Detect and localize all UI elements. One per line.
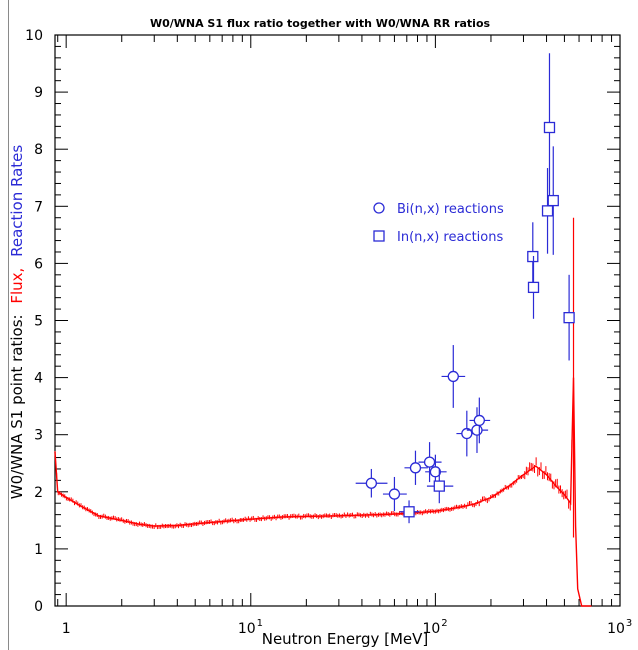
page-edge-line bbox=[8, 0, 9, 650]
y-axis-label-rates: Reaction Rates bbox=[8, 145, 26, 257]
in-reaction-point bbox=[547, 194, 559, 207]
y-tick-label: 4 bbox=[34, 371, 43, 387]
flux-ratio-series bbox=[54, 217, 592, 607]
x-tick-exponent: 3 bbox=[626, 618, 632, 629]
bi-reaction-point bbox=[447, 370, 459, 383]
y-axis-label-flux: Flux, bbox=[8, 268, 26, 304]
bi-reaction-point bbox=[461, 427, 473, 440]
x-tick-exponent: 1 bbox=[257, 618, 263, 629]
in-reaction-point bbox=[403, 506, 415, 518]
y-tick-label: 2 bbox=[34, 485, 43, 501]
y-tick-label: 6 bbox=[34, 256, 43, 272]
in-reaction-point bbox=[563, 311, 575, 324]
x-tick-label: 10 bbox=[238, 621, 256, 637]
in-reaction-point bbox=[433, 480, 445, 492]
bi-reaction-point bbox=[409, 462, 422, 474]
legend-label-in: In(n,x) reactions bbox=[397, 230, 503, 245]
in-reaction-point bbox=[527, 281, 540, 294]
x-tick-label: 10 bbox=[607, 621, 625, 637]
plot-frame bbox=[54, 34, 621, 607]
y-tick-label: 8 bbox=[34, 142, 43, 158]
y-axis: 0 1 2 3 4 5 6 7 8 9 10 bbox=[25, 28, 620, 615]
y-tick-label: 10 bbox=[25, 28, 43, 44]
y-axis-label: W0/WNA S1 point ratios: Flux, Reaction R… bbox=[8, 145, 26, 500]
legend: Bi(n,x) reactions In(n,x) reactions bbox=[373, 202, 504, 245]
chart-title: W0/WNA S1 flux ratio together with W0/WN… bbox=[150, 17, 491, 30]
y-tick-label: 3 bbox=[34, 428, 43, 444]
y-tick-label: 0 bbox=[34, 599, 43, 615]
x-axis: 1 10 1 10 2 10 3 bbox=[57, 35, 632, 637]
bi-reaction-point bbox=[388, 488, 401, 500]
bi-reaction-point bbox=[423, 456, 436, 468]
in-reaction-point bbox=[527, 250, 539, 263]
in-reaction-point bbox=[543, 121, 556, 134]
y-tick-label: 7 bbox=[34, 199, 43, 215]
legend-marker-square bbox=[373, 230, 385, 242]
bi-reaction-point bbox=[471, 424, 483, 436]
x-axis-label: Neutron Energy [MeV] bbox=[262, 630, 429, 648]
legend-label-bi: Bi(n,x) reactions bbox=[397, 202, 504, 217]
x-tick-label: 1 bbox=[62, 621, 71, 637]
bi-reaction-point bbox=[429, 466, 442, 478]
y-tick-label: 5 bbox=[34, 314, 43, 330]
x-tick-exponent: 2 bbox=[441, 618, 447, 629]
bi-reaction-point bbox=[473, 414, 485, 427]
legend-marker-circle bbox=[373, 202, 385, 214]
x-tick-label: 10 bbox=[422, 621, 440, 637]
bi-reaction-point bbox=[365, 477, 378, 489]
in-reaction-point bbox=[541, 205, 554, 217]
flux-ratio-line bbox=[54, 377, 592, 607]
reaction-rate-series bbox=[355, 53, 575, 524]
y-tick-label: 9 bbox=[34, 85, 43, 101]
y-tick-label: 1 bbox=[34, 542, 43, 558]
y-axis-label-prefix: W0/WNA S1 point ratios: bbox=[8, 314, 26, 499]
